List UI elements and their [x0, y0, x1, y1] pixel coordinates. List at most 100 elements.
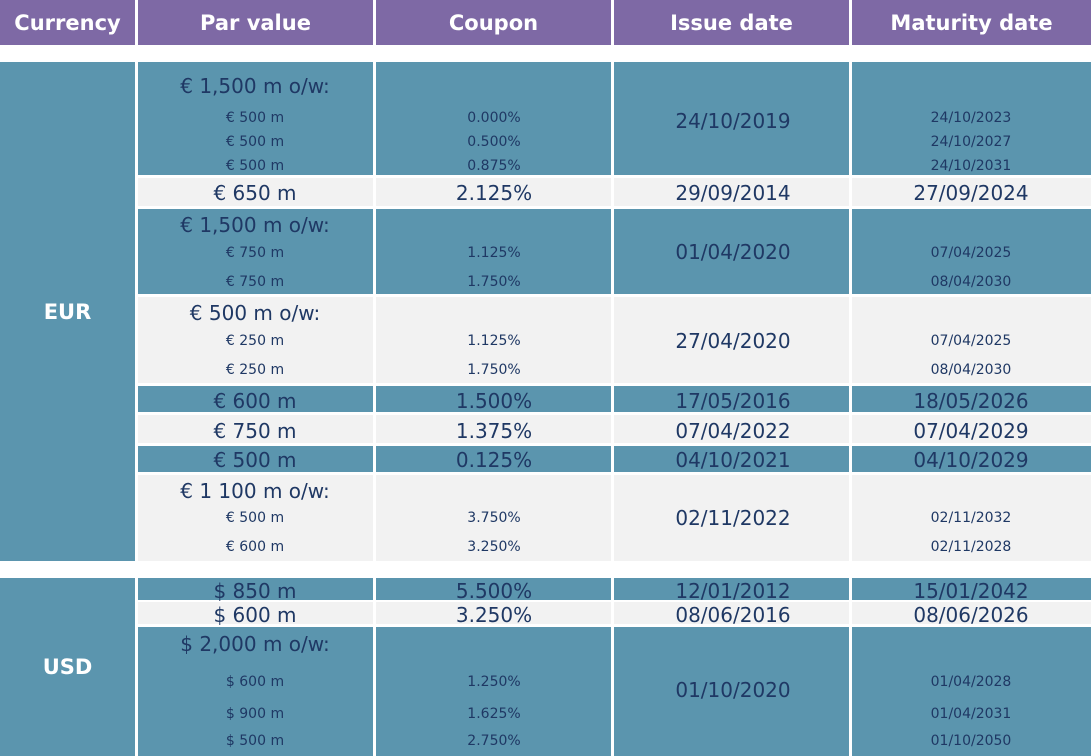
currency-usd: USD [0, 578, 135, 756]
cell-bg [376, 297, 611, 383]
maturity-date: 07/04/2029 [913, 419, 1029, 443]
cell-bg [376, 415, 611, 443]
cell-bg [138, 62, 373, 175]
tranche-coupon: 1.625% [467, 706, 521, 722]
header-maturity-date: Maturity date [852, 0, 1091, 45]
par-value-total: € 1,500 m o/w: [180, 213, 330, 237]
tranche-par-value: € 600 m [225, 539, 285, 555]
cell-bg [852, 627, 1091, 756]
tranche-maturity-date: 24/10/2023 [930, 110, 1012, 126]
tranche-maturity-date: 01/10/2050 [930, 733, 1012, 749]
cell-bg [138, 602, 373, 624]
tranche-par-value: € 750 m [225, 274, 285, 290]
par-value: $ 600 m [213, 603, 297, 627]
cell-bg [376, 178, 611, 206]
cell-bg [138, 386, 373, 412]
issue-date: 01/10/2020 [675, 678, 791, 702]
par-value: € 750 m [213, 419, 297, 443]
header-par-value: Par value [138, 0, 373, 45]
issue-date: 24/10/2019 [675, 109, 791, 133]
cell-bg [614, 602, 849, 624]
cell-bg [852, 62, 1091, 175]
cell-bg [376, 578, 611, 600]
tranche-par-value: $ 600 m [225, 674, 285, 690]
cell-bg [138, 209, 373, 294]
tranche-maturity-date: 01/04/2031 [930, 706, 1012, 722]
cell-bg [852, 209, 1091, 294]
tranche-coupon: 3.250% [467, 539, 521, 555]
tranche-par-value: € 500 m [225, 158, 285, 174]
cell-bg [852, 415, 1091, 443]
tranche-par-value: € 500 m [225, 510, 285, 526]
tranche-coupon: 0.000% [467, 110, 521, 126]
cell-bg [138, 475, 373, 561]
tranche-coupon: 1.750% [467, 362, 521, 378]
cell-bg [376, 475, 611, 561]
par-value-total: € 1 100 m o/w: [180, 479, 330, 503]
cell-bg [614, 297, 849, 383]
tranche-par-value: € 750 m [225, 245, 285, 261]
tranche-par-value: € 500 m [225, 134, 285, 150]
issue-date: 27/04/2020 [675, 329, 791, 353]
par-value-total: € 1,500 m o/w: [180, 74, 330, 98]
par-value-total: $ 2,000 m o/w: [180, 632, 330, 656]
cell-bg [614, 386, 849, 412]
currency-eur: EUR [0, 62, 135, 561]
cell-bg [138, 627, 373, 756]
cell-bg [376, 62, 611, 175]
coupon: 1.500% [455, 389, 533, 413]
tranche-par-value: € 250 m [225, 333, 285, 349]
coupon: 3.250% [455, 603, 533, 627]
tranche-par-value: € 250 m [225, 362, 285, 378]
tranche-par-value: $ 900 m [225, 706, 285, 722]
issue-date: 01/04/2020 [675, 240, 791, 264]
coupon: 2.125% [455, 181, 533, 205]
coupon: 0.125% [455, 448, 533, 472]
issue-date: 08/06/2016 [675, 603, 791, 627]
cell-bg [138, 415, 373, 443]
tranche-coupon: 1.125% [467, 245, 521, 261]
issue-date: 17/05/2016 [675, 389, 791, 413]
cell-bg [852, 578, 1091, 600]
tranche-maturity-date: 02/11/2032 [930, 510, 1012, 526]
tranche-par-value: € 500 m [225, 110, 285, 126]
par-value: € 650 m [213, 181, 297, 205]
maturity-date: 18/05/2026 [913, 389, 1029, 413]
maturity-date: 08/06/2026 [913, 603, 1029, 627]
cell-bg [614, 62, 849, 175]
cell-bg [852, 386, 1091, 412]
cell-bg [376, 386, 611, 412]
cell-bg [614, 178, 849, 206]
cell-bg [376, 209, 611, 294]
cell-bg [852, 602, 1091, 624]
tranche-maturity-date: 08/04/2030 [930, 274, 1012, 290]
maturity-date: 15/01/2042 [913, 579, 1029, 603]
tranche-coupon: 1.750% [467, 274, 521, 290]
issue-date: 29/09/2014 [675, 181, 791, 205]
tranche-coupon: 1.125% [467, 333, 521, 349]
issue-date: 04/10/2021 [675, 448, 791, 472]
tranche-maturity-date: 07/04/2025 [930, 245, 1012, 261]
cell-bg [852, 178, 1091, 206]
tranche-coupon: 1.250% [467, 674, 521, 690]
issue-date: 12/01/2012 [675, 579, 791, 603]
tranche-coupon: 2.750% [467, 733, 521, 749]
par-value-total: € 500 m o/w: [189, 301, 321, 325]
maturity-date: 04/10/2029 [913, 448, 1029, 472]
tranche-maturity-date: 24/10/2031 [930, 158, 1012, 174]
cell-bg [614, 446, 849, 472]
cell-bg [138, 446, 373, 472]
cell-bg [852, 446, 1091, 472]
cell-bg [614, 627, 849, 756]
cell-bg [852, 475, 1091, 561]
coupon: 5.500% [455, 579, 533, 603]
cell-bg [138, 578, 373, 600]
tranche-maturity-date: 08/04/2030 [930, 362, 1012, 378]
par-value: € 500 m [213, 448, 297, 472]
issue-date: 07/04/2022 [675, 419, 791, 443]
header-issue-date: Issue date [614, 0, 849, 45]
tranche-maturity-date: 02/11/2028 [930, 539, 1012, 555]
tranche-maturity-date: 01/04/2028 [930, 674, 1012, 690]
tranche-coupon: 3.750% [467, 510, 521, 526]
issue-date: 02/11/2022 [675, 506, 791, 530]
